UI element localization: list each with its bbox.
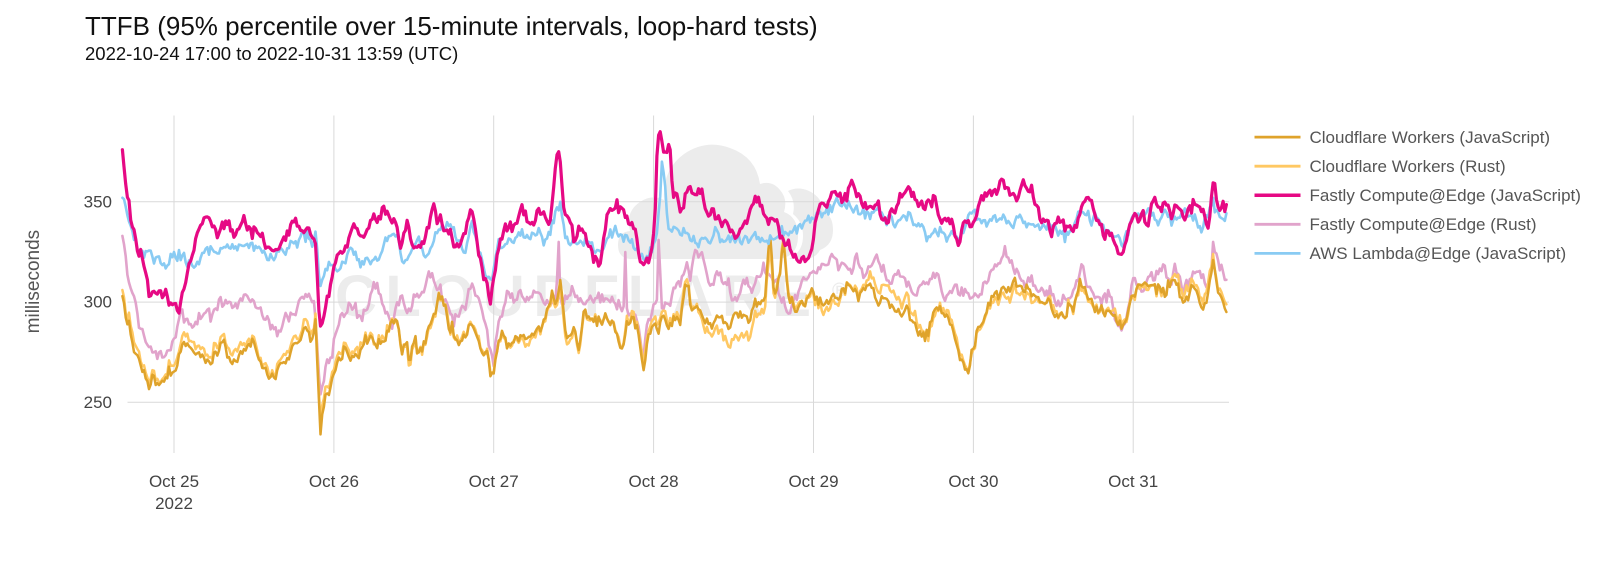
svg-text:Cloudflare Workers (Rust): Cloudflare Workers (Rust) (1310, 157, 1506, 176)
svg-text:Oct 26: Oct 26 (309, 472, 359, 491)
svg-text:350: 350 (84, 192, 112, 211)
svg-text:Cloudflare Workers (JavaScript: Cloudflare Workers (JavaScript) (1310, 128, 1551, 147)
svg-text:Fastly Compute@Edge (JavaScrip: Fastly Compute@Edge (JavaScript) (1310, 186, 1581, 205)
svg-text:Oct 28: Oct 28 (629, 472, 679, 491)
svg-text:milliseconds: milliseconds (23, 230, 44, 333)
svg-text:Oct 27: Oct 27 (469, 472, 519, 491)
svg-text:AWS Lambda@Edge (JavaScript): AWS Lambda@Edge (JavaScript) (1310, 244, 1567, 263)
svg-text:2022: 2022 (155, 494, 193, 513)
svg-text:300: 300 (84, 293, 112, 312)
svg-text:TTFB (95% percentile over 15-m: TTFB (95% percentile over 15-minute inte… (85, 11, 818, 41)
svg-text:250: 250 (84, 393, 112, 412)
svg-text:Oct 25: Oct 25 (149, 472, 199, 491)
svg-text:2022-10-24 17:00 to 2022-10-31: 2022-10-24 17:00 to 2022-10-31 13:59 (UT… (85, 43, 458, 64)
svg-text:Fastly Compute@Edge (Rust): Fastly Compute@Edge (Rust) (1310, 215, 1537, 234)
svg-text:Oct 29: Oct 29 (788, 472, 838, 491)
svg-text:Oct 30: Oct 30 (948, 472, 998, 491)
svg-text:Oct 31: Oct 31 (1108, 472, 1158, 491)
